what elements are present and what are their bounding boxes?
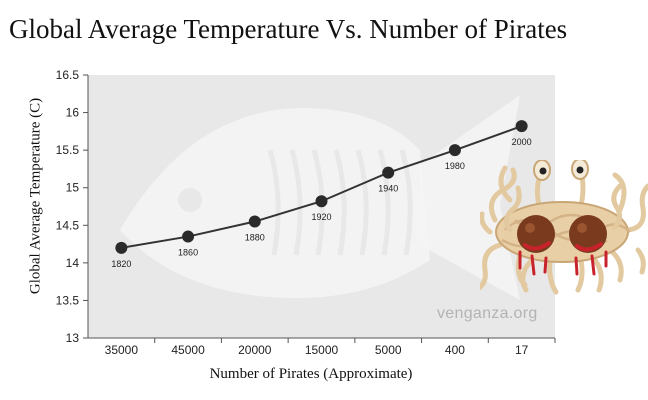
y-tick-label: 13: [66, 331, 80, 345]
watermark-text: venganza.org: [437, 305, 538, 322]
x-axis-label: Number of Pirates (Approximate): [209, 366, 413, 382]
x-tick-label: 17: [515, 343, 529, 357]
fish-rib: [355, 149, 369, 256]
y-tick-label: 13.5: [56, 293, 80, 307]
y-tick-label: 16: [66, 106, 80, 120]
chart-axes: [83, 74, 556, 343]
x-tick-label: 400: [445, 343, 465, 357]
data-point-label: 1940: [378, 184, 398, 194]
fish-rib: [377, 149, 391, 256]
data-point-marker: [515, 120, 528, 133]
data-point-label: 1880: [245, 233, 265, 243]
data-point-marker: [382, 166, 395, 179]
fish-rib: [333, 149, 347, 256]
chart-labels: 13 13.5 14 14.5 15 15.5 16 16.5 35000 45000 20000 1…: [56, 68, 529, 357]
data-point-marker: [448, 144, 461, 157]
data-point-marker: [315, 195, 328, 208]
y-tick-label: 15.5: [56, 143, 80, 157]
x-tick-label: 5000: [375, 343, 402, 357]
fish-rib: [267, 149, 281, 256]
x-tick-label: 15000: [305, 343, 339, 357]
temperature-series: 1820 1860 1880 1920 1940 1980 2000: [111, 120, 532, 269]
x-tick-label: 45000: [171, 343, 205, 357]
data-point-label: 1820: [111, 259, 131, 269]
y-axis-label: Global Average Temperature (C): [27, 97, 44, 295]
y-tick-label: 15: [66, 181, 80, 195]
y-tick-label: 16.5: [56, 68, 80, 82]
flying-spaghetti-monster-illustration: [480, 160, 648, 295]
data-point-label: 1980: [445, 161, 465, 171]
data-point-marker: [115, 241, 128, 254]
fish-eye: [178, 188, 202, 212]
fish-rib: [289, 149, 303, 256]
fish-head: [120, 108, 430, 299]
x-tick-label: 20000: [238, 343, 272, 357]
data-point-marker: [182, 230, 195, 243]
x-tick-label: 35000: [105, 343, 139, 357]
y-tick-label: 14.5: [56, 218, 80, 232]
y-tick-label: 14: [66, 256, 80, 270]
data-point-label: 2000: [512, 137, 532, 147]
fish-rib: [399, 149, 413, 256]
data-point-label: 1860: [178, 248, 198, 258]
data-point-marker: [248, 215, 261, 228]
chart-title: Global Average Temperature Vs. Number of…: [9, 14, 568, 44]
data-point-label: 1920: [311, 212, 331, 222]
